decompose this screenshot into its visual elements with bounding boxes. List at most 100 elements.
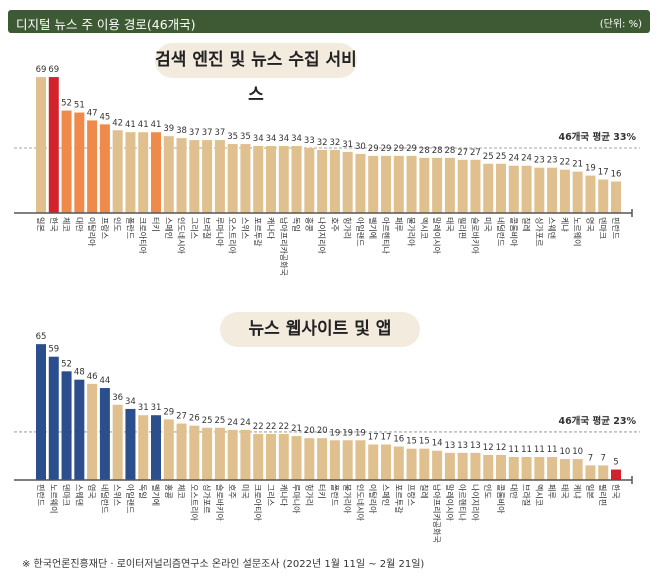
category-label: 태국 (560, 484, 569, 499)
category-label: 슬로바키아 (215, 484, 225, 521)
category-label: 미국 (240, 484, 249, 499)
bar-영국 (87, 383, 98, 480)
bar-남아프리카공화국 (432, 450, 443, 480)
value-label: 34 (253, 134, 264, 144)
category-label: 네덜란드 (100, 484, 110, 513)
bar-인도 (112, 130, 123, 213)
category-label: 체코 (62, 217, 72, 232)
value-label: 32 (317, 138, 328, 148)
category-label: 영국 (87, 484, 97, 499)
value-label: 35 (240, 132, 251, 142)
value-label: 7 (588, 453, 593, 463)
category-label: 스웨덴 (547, 217, 557, 239)
bar-이탈리아 (368, 444, 379, 480)
average-label: 46개국 평균 33% (558, 131, 636, 143)
bar-스웨덴 (547, 167, 558, 213)
value-label: 44 (99, 376, 110, 386)
value-label: 37 (214, 128, 225, 138)
value-label: 34 (266, 134, 277, 144)
value-label: 21 (572, 160, 583, 170)
value-label: 11 (534, 445, 545, 455)
value-label: 27 (470, 148, 481, 158)
value-label: 41 (138, 120, 149, 130)
bar-페루 (547, 457, 558, 480)
bar-호주 (329, 149, 340, 213)
bar-캐나다 (278, 434, 289, 480)
bar-노르웨이 (48, 356, 59, 480)
bar-폴란드 (125, 132, 136, 213)
bar-영국 (585, 175, 596, 213)
category-label: 한국 (611, 484, 620, 499)
bar-말레이시아 (432, 157, 443, 213)
bar-프랑스 (406, 448, 417, 480)
category-label: 말레이시아 (445, 484, 455, 521)
category-label: 인도 (483, 484, 493, 499)
bar-멕시코 (534, 457, 545, 480)
category-label: 필리핀 (458, 217, 468, 239)
category-label: 프랑스 (100, 217, 110, 239)
bar-터키 (317, 438, 328, 480)
category-label: 호주 (330, 217, 339, 232)
bar-칠레 (521, 165, 532, 213)
bar-그리스 (266, 434, 276, 480)
bar-루마니아 (214, 140, 225, 213)
bar-불가리아 (406, 155, 417, 213)
bar-아르헨티나 (457, 452, 468, 480)
value-label: 42 (112, 118, 123, 128)
value-label: 10 (572, 447, 583, 457)
value-label: 12 (483, 443, 494, 453)
bar-케냐 (559, 169, 570, 213)
category-label: 핀란드 (611, 217, 621, 239)
bar-페루 (393, 155, 404, 213)
value-label: 24 (240, 418, 251, 428)
category-label: 독일 (292, 217, 301, 232)
category-label: 벨기에 (151, 484, 161, 506)
value-label: 27 (176, 412, 187, 422)
value-label: 11 (547, 445, 558, 455)
value-label: 33 (304, 136, 315, 146)
value-label: 35 (227, 132, 238, 142)
bar-프랑스 (99, 124, 110, 213)
category-label: 나이지리아 (470, 484, 480, 521)
category-label: 네덜란드 (496, 217, 506, 246)
bar-크로아티아 (138, 132, 149, 213)
category-label: 브라질 (522, 484, 531, 506)
category-label: 필리핀 (598, 484, 608, 506)
bar-그리스 (189, 140, 200, 213)
category-label: 그리스 (266, 484, 275, 506)
value-label: 29 (368, 144, 379, 154)
bar-태국 (444, 157, 455, 213)
category-label: 핀란드 (36, 484, 46, 506)
footnote: ※ 한국언론진흥재단 · 로이터저널리즘연구소 온라인 설문조사 (2022년 … (22, 559, 425, 570)
category-label: 미국 (483, 217, 492, 232)
value-label: 17 (368, 432, 379, 442)
category-label: 불가리아 (407, 217, 417, 247)
bar-독일 (138, 415, 149, 480)
bar-스웨덴 (74, 379, 85, 480)
value-label: 28 (419, 146, 430, 156)
category-label: 한국 (49, 217, 58, 232)
bar-스페인 (163, 136, 174, 213)
bar-크로아티아 (253, 434, 264, 480)
value-label: 23 (547, 156, 558, 166)
header-bar: 디지털 뉴스 주 이용 경로(46개국) (단위: %) (8, 10, 650, 33)
category-label: 아일랜드 (125, 484, 135, 513)
chart-title-search: 검색 엔진 및 뉴스 수집 서비스 (155, 43, 357, 105)
value-label: 25 (483, 152, 494, 162)
value-label: 11 (508, 445, 519, 455)
bar-슬로바키아 (470, 159, 481, 213)
value-label: 16 (393, 435, 404, 445)
value-label: 31 (151, 403, 162, 413)
bar-네덜란드 (496, 163, 506, 213)
bar-핀란드 (611, 181, 621, 213)
category-label: 칠레 (419, 484, 428, 499)
value-label: 34 (125, 397, 136, 407)
bar-불가리아 (342, 440, 353, 480)
category-label: 케냐 (560, 217, 570, 232)
bar-터키 (151, 132, 161, 213)
category-label: 아일랜드 (355, 217, 365, 246)
value-label: 41 (125, 120, 136, 130)
value-label: 14 (432, 439, 443, 449)
value-label: 19 (585, 164, 596, 174)
value-label: 45 (99, 112, 110, 122)
